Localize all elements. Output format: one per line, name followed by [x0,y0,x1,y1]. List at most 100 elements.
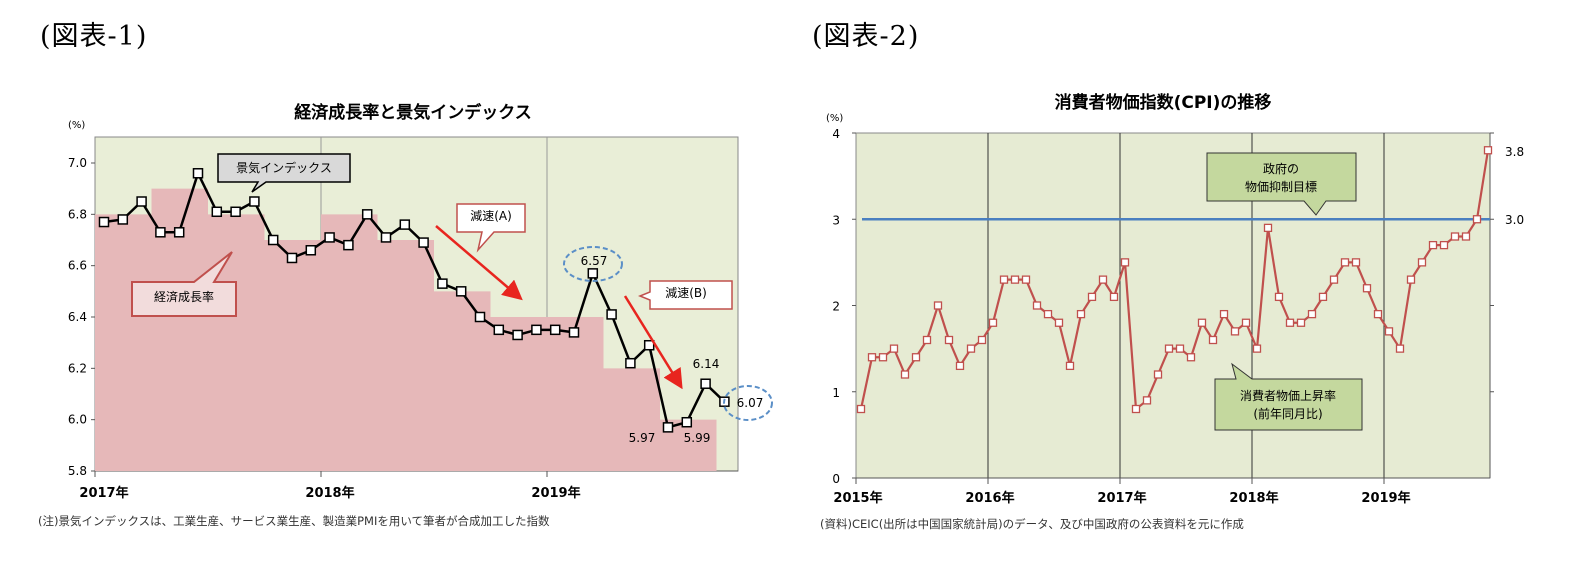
cpi-point [1054,318,1064,327]
cpi-point [1428,240,1438,250]
cpi-point [1142,396,1152,405]
chart2-xtick: 2018年 [1229,490,1278,506]
index-point [211,206,223,218]
index-point [643,339,655,351]
index-point [286,252,298,264]
business-index-line [103,169,726,429]
figure-1-label: (図表-1) [40,21,148,52]
index-point [361,209,373,220]
index-point [117,214,129,225]
label-5-97: 5.97 [629,431,656,445]
cpi-point [1384,327,1394,336]
index-point [249,196,260,207]
decel-a-callout: 減速(A) [456,203,526,253]
cpi-point [1450,232,1460,241]
chart1-ytick: 6.0 [68,413,87,427]
chart1-ytick: 6.8 [68,207,87,221]
chart1-xtick: 2018年 [305,485,354,501]
figure-2-label: (図表-2) [812,21,920,52]
decel-a-arrow [435,225,523,301]
cpi-point [1472,215,1482,224]
decel-arrows [435,225,683,390]
cpi-point [1340,258,1350,267]
peak-highlight-circle [563,246,623,282]
cpi-point [922,335,932,345]
index-point [343,239,354,251]
chart1-note: (注)景気インデックスは、工業生産、サービス業生産、製造業PMIを用いて筆者が合… [38,514,550,528]
cpi-point [1021,275,1031,284]
chart1-y-ticks: 7.0 6.8 6.6 6.4 6.2 6.0 5.8 [68,156,87,478]
chart1-ytick: 7.0 [68,156,87,170]
cpi-point [1417,258,1427,267]
label-6-57: 6.57 [581,254,608,268]
cpi-point [1285,318,1295,327]
gdp-growth-area [95,188,717,471]
business-index-points [98,168,730,433]
index-point [155,227,166,238]
chart2-ytick: 2 [832,300,840,314]
decel-b-text: 減速(B) [665,285,707,300]
chart2-note: (資料)CEIC(出所は中国国家統計局)のデータ、及び中国政府の公表資料を元に作… [820,517,1244,531]
cpi-point [1329,275,1339,284]
index-point [399,219,411,230]
chart2-ytick: 3 [832,213,840,227]
cpi-point [988,318,998,327]
label-5-99: 5.99 [684,431,711,445]
index-point [418,237,429,248]
cpi-point [999,275,1009,284]
cpi-point [1120,258,1130,267]
cpi-point [1483,146,1493,155]
decel-b-callout: 減速(B) [637,280,733,310]
chart1-title: 経済成長率と景気インデックス [294,102,532,123]
index-point [531,324,542,336]
chart2-ytick: 1 [832,386,840,400]
cpi-point [1175,344,1185,353]
decel-b-arrow [623,295,683,390]
index-point [681,416,693,428]
cpi-point [1065,361,1075,371]
cpi-point [1296,318,1306,327]
chart1-xtick: 2017年 [79,485,128,501]
latest-highlight-circle [723,385,773,421]
cpi-line [859,150,1490,412]
index-callout: 景気インデックス [217,153,351,193]
cpi-point [1219,309,1229,319]
index-point [305,245,317,256]
index-point [173,227,185,238]
index-point [380,232,392,243]
index-point [606,309,617,320]
cpi-callout-line2: (前年同月比) [1253,406,1322,421]
index-point [474,311,486,323]
cpi-point [1318,292,1328,302]
index-callout-text: 景気インデックス [236,160,332,175]
target-callout: 政府の 物価抑制目標 [1206,152,1357,216]
index-point [324,232,335,243]
cpi-point [1164,344,1174,353]
gdp-callout: 経済成長率 [131,251,237,317]
label-3-8: 3.8 [1505,145,1524,159]
cpi-point [889,344,899,353]
cpi-point [1373,309,1383,319]
index-point [267,234,279,246]
chart1-ytick: 6.6 [68,259,87,273]
cpi-point [867,353,877,362]
cpi-point [966,344,976,353]
chart2-xtick: 2016年 [965,490,1014,506]
index-point [455,286,467,297]
chart2-y-ticks: 4 3 2 1 0 [832,127,840,486]
index-point [549,324,561,336]
cpi-point [1197,318,1207,327]
gdp-callout-text: 経済成長率 [154,289,214,304]
chart2-xtick: 2019年 [1361,490,1410,506]
chart1-y-unit: (%) [68,120,85,131]
chart2-title: 消費者物価指数(CPI)の推移 [1055,92,1272,113]
cpi-point [1153,370,1163,379]
cpi-point [1208,335,1218,345]
index-point [625,357,636,369]
target-callout-line1: 政府の [1263,161,1299,176]
cpi-point [878,353,888,362]
cpi-point [900,370,910,379]
label-3-0: 3.0 [1505,213,1524,227]
cpi-point [1461,232,1471,241]
